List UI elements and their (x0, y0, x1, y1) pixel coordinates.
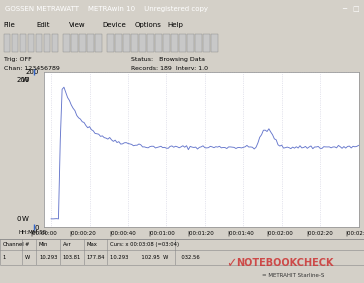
Text: Avr: Avr (63, 242, 71, 247)
Bar (163, 34, 170, 52)
Bar (179, 34, 186, 52)
Text: 177.84: 177.84 (86, 255, 105, 260)
Bar (71, 34, 78, 52)
Bar (28, 34, 34, 52)
Bar (20, 34, 26, 52)
Text: Max: Max (86, 242, 97, 247)
Text: |00:02:40: |00:02:40 (345, 230, 364, 236)
Text: |00:00:20: |00:00:20 (70, 230, 96, 236)
Bar (187, 34, 194, 52)
Text: = METRAHIT Starline-S: = METRAHIT Starline-S (262, 273, 324, 278)
Bar (203, 34, 210, 52)
Bar (79, 34, 86, 52)
Text: W: W (21, 77, 28, 83)
Text: 103.81: 103.81 (63, 255, 81, 260)
Bar (36, 34, 42, 52)
Bar (131, 34, 138, 52)
Text: View: View (69, 22, 86, 28)
Text: ✓: ✓ (226, 257, 236, 270)
Text: 10.293        102.95  W        032.56: 10.293 102.95 W 032.56 (110, 255, 200, 260)
Text: #: # (24, 242, 29, 247)
Text: Chan: 123456789: Chan: 123456789 (4, 66, 60, 70)
Text: 0: 0 (17, 216, 21, 222)
Text: |00:01:40: |00:01:40 (227, 230, 254, 236)
Text: |00:01:20: |00:01:20 (188, 230, 214, 236)
Text: |00:01:00: |00:01:00 (149, 230, 175, 236)
Text: |00:02:00: |00:02:00 (266, 230, 293, 236)
Bar (211, 34, 218, 52)
Bar (123, 34, 130, 52)
Text: Min: Min (39, 242, 48, 247)
Bar (107, 34, 114, 52)
Text: |00:00:40: |00:00:40 (109, 230, 136, 236)
Text: Trig: OFF: Trig: OFF (4, 57, 31, 61)
Text: Device: Device (102, 22, 126, 28)
Text: HH:MM:SS: HH:MM:SS (19, 230, 47, 235)
Bar (87, 34, 94, 52)
Text: Curs: x 00:03:08 (=03:04): Curs: x 00:03:08 (=03:04) (110, 242, 179, 247)
Text: NOTEBOOKCHECK: NOTEBOOKCHECK (237, 258, 334, 268)
Bar (139, 34, 146, 52)
Text: Edit: Edit (36, 22, 50, 28)
Text: |00:00:00: |00:00:00 (30, 230, 57, 236)
Text: Options: Options (135, 22, 162, 28)
Bar (195, 34, 202, 52)
Bar (95, 34, 102, 52)
Text: Help: Help (167, 22, 183, 28)
Bar (63, 34, 70, 52)
Text: File: File (4, 22, 15, 28)
Text: |00:02:20: |00:02:20 (306, 230, 333, 236)
Bar (12, 34, 18, 52)
Text: 10.293: 10.293 (39, 255, 57, 260)
Bar (115, 34, 122, 52)
Text: GOSSEN METRAWATT    METRAwin 10    Unregistered copy: GOSSEN METRAWATT METRAwin 10 Unregistere… (5, 6, 209, 12)
Text: 1: 1 (3, 255, 6, 260)
Text: W: W (24, 255, 29, 260)
Text: Channel: Channel (3, 242, 24, 247)
Text: 200: 200 (17, 77, 30, 83)
Text: W: W (21, 216, 28, 222)
Bar (147, 34, 154, 52)
Bar (155, 34, 162, 52)
Bar (52, 34, 58, 52)
Bar (171, 34, 178, 52)
Bar (44, 34, 50, 52)
Text: Status:   Browsing Data: Status: Browsing Data (131, 57, 205, 61)
Text: Records: 189  Interv: 1.0: Records: 189 Interv: 1.0 (131, 66, 208, 70)
Bar (4, 34, 10, 52)
Text: ─   □   ✕: ─ □ ✕ (342, 6, 364, 12)
